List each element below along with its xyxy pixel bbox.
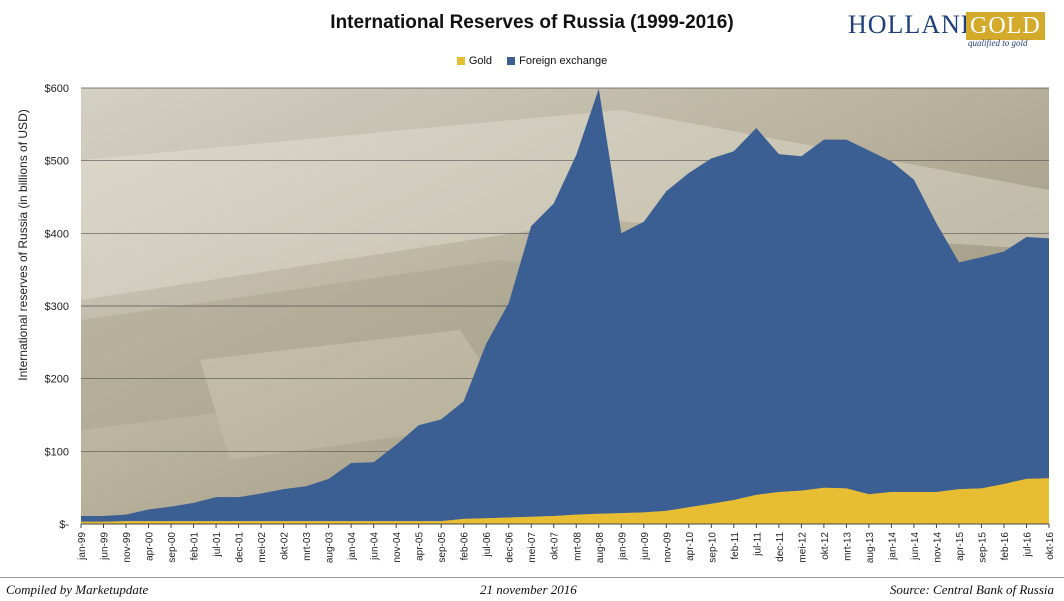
- x-tick-label: mei-07: [527, 532, 538, 563]
- y-tick-label: $200: [45, 374, 69, 386]
- x-tick-label: jan-09: [617, 532, 628, 561]
- legend-swatch-fx: [507, 57, 516, 66]
- x-tick-label: nov-14: [932, 532, 943, 563]
- x-tick-label: jan-04: [347, 532, 358, 561]
- legend-label-fx: Foreign exchange: [519, 55, 608, 67]
- x-tick-label: mei-02: [257, 532, 268, 563]
- footer-compiled-by: Compiled by Marketupdate: [6, 582, 149, 597]
- x-tick-label: sep-15: [978, 532, 989, 563]
- footer-divider: [0, 577, 1064, 578]
- legend-item-fx: Foreign exchange: [507, 55, 607, 67]
- y-tick-label: $600: [45, 83, 69, 95]
- x-tick-label: aug-08: [595, 532, 606, 564]
- x-tick-label: jun-09: [640, 532, 651, 561]
- x-tick-label: feb-01: [190, 532, 201, 561]
- y-tick-label: $300: [45, 301, 69, 313]
- chart-legend: Gold Foreign exchange: [0, 55, 1064, 67]
- x-tick-label: dec-01: [235, 532, 246, 563]
- logo-tagline: qualified to gold: [968, 38, 1028, 48]
- x-tick-label: mrt-13: [842, 532, 853, 561]
- x-tick-label: okt-16: [1045, 532, 1056, 560]
- x-tick-label: jul-16: [1023, 532, 1034, 558]
- x-tick-label: sep-00: [167, 532, 178, 563]
- x-tick-label: apr-10: [685, 532, 696, 561]
- chart-title: International Reserves of Russia (1999-2…: [330, 12, 734, 33]
- x-tick-label: jan-14: [887, 532, 898, 561]
- x-tick-label: jun-04: [370, 532, 381, 561]
- x-tick-label: nov-04: [392, 532, 403, 563]
- x-tick-label: aug-13: [865, 532, 876, 564]
- y-tick-label: $100: [45, 446, 69, 458]
- y-tick-label: $500: [45, 156, 69, 168]
- x-tick-label: jul-06: [482, 532, 493, 558]
- x-tick-label: apr-15: [955, 532, 966, 561]
- x-tick-label: nov-99: [122, 532, 133, 563]
- x-tick-label: feb-16: [1000, 532, 1011, 561]
- x-axis-ticks: jan-99 jun-99 nov-99 apr-00 sep-00 feb-01 jul-…: [77, 524, 1056, 563]
- x-tick-label: sep-10: [707, 532, 718, 563]
- footer-source: Source: Central Bank of Russia: [889, 582, 1054, 597]
- x-tick-label: feb-11: [730, 532, 741, 560]
- x-tick-label: okt-02: [280, 532, 291, 560]
- x-tick-label: jul-11: [752, 532, 763, 557]
- x-tick-label: apr-05: [415, 532, 426, 561]
- logo-part-gold: GOLD: [966, 12, 1045, 40]
- chart-svg: $- $100 $200 $300 $400 $500 $600 jan-99 jun-99 n…: [16, 83, 1056, 563]
- y-tick-label: $-: [59, 519, 69, 531]
- x-tick-label: nov-09: [662, 532, 673, 563]
- x-tick-label: mrt-08: [572, 532, 583, 561]
- chart-areas: [81, 88, 1049, 525]
- x-tick-label: jun-99: [100, 532, 111, 561]
- x-tick-label: mei-12: [797, 532, 808, 563]
- x-tick-label: aug-03: [325, 532, 336, 564]
- area-foreign-exchange: [81, 88, 1049, 522]
- x-tick-label: dec-11: [775, 532, 786, 562]
- footer-date: 21 november 2016: [480, 582, 577, 597]
- x-tick-label: mrt-03: [302, 532, 313, 561]
- x-tick-label: okt-12: [820, 532, 831, 560]
- x-tick-label: sep-05: [437, 532, 448, 563]
- y-axis-label: International reserves of Russia (in bil…: [16, 109, 30, 380]
- x-tick-label: jul-01: [212, 532, 223, 558]
- y-axis-ticks: $- $100 $200 $300 $400 $500 $600: [45, 83, 70, 531]
- x-tick-label: feb-06: [460, 532, 471, 561]
- x-tick-label: okt-07: [550, 532, 561, 560]
- area-gold: [81, 478, 1049, 524]
- legend-item-gold: Gold: [456, 55, 493, 67]
- x-tick-label: apr-00: [145, 532, 156, 561]
- y-tick-label: $400: [45, 228, 69, 240]
- x-tick-label: dec-06: [505, 532, 516, 563]
- x-tick-label: jun-14: [910, 532, 921, 561]
- brand-logo: HOLLAND GOLD qualified to gold: [848, 10, 1048, 50]
- legend-swatch-gold: [456, 57, 465, 66]
- logo-part-holland: HOLLAND: [848, 10, 981, 39]
- legend-label-gold: Gold: [468, 55, 493, 67]
- x-tick-label: jan-99: [77, 532, 88, 561]
